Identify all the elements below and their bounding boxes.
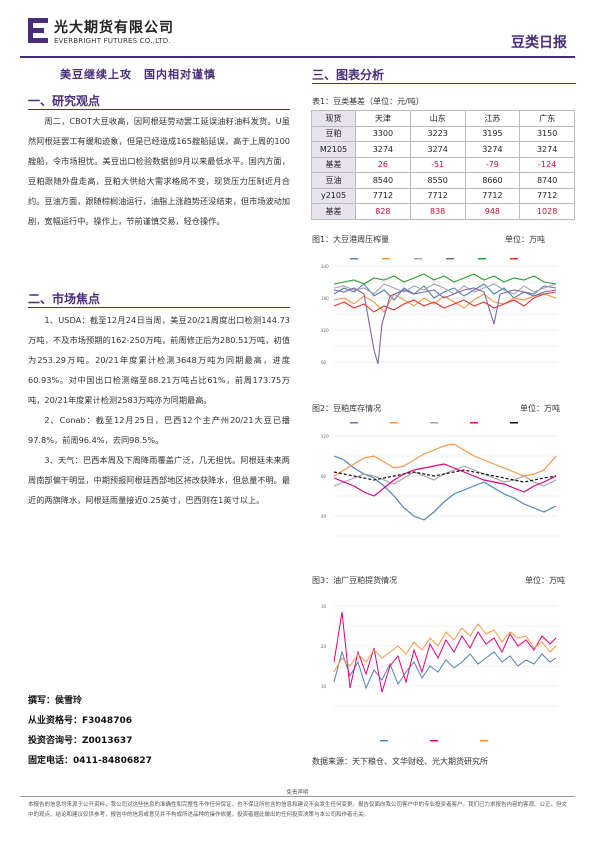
section-divider: [28, 109, 290, 110]
fig1-svg: 240 180 120 60: [320, 254, 562, 394]
table-row: 豆粕 3300 3223 3195 3150: [311, 125, 575, 142]
table-cell: 3274: [464, 141, 521, 158]
table-cell: 7712: [409, 187, 466, 204]
table-cell: 3300: [355, 125, 411, 142]
header-divider: [20, 56, 575, 58]
svg-text:180: 180: [321, 296, 329, 301]
table-cell: 豆粕: [311, 125, 356, 142]
table-cell: 3195: [464, 125, 521, 142]
table-cell: 8660: [464, 172, 521, 189]
fig3-chart: 30 20 10: [320, 592, 562, 750]
table-cell: 3274: [409, 141, 466, 158]
fig2-title: 图2：豆粕库存情况: [312, 404, 382, 413]
basis-table: 现货 天津 山东 江苏 广东 豆粕 3300 3223 3195 3150 M2…: [311, 110, 575, 220]
data-source-note: 数据来源：天下粮仓、文华财经、光大期货研究所: [312, 757, 488, 766]
table-cell: 基差: [311, 203, 356, 220]
table-row: y2105 7712 7712 7712 7712: [311, 187, 575, 204]
disclaimer-divider: [20, 796, 575, 797]
svg-text:240: 240: [321, 264, 329, 269]
table-cell: 8740: [519, 172, 575, 189]
table-cell: 7712: [355, 187, 411, 204]
qualification-number: 从业资格号：F3048706: [28, 716, 132, 726]
table-cell: 8540: [355, 172, 411, 189]
company-logo-icon: [28, 18, 48, 44]
table-cell: 948: [464, 203, 521, 220]
phone-number: 固定电话：0411-84806827: [28, 756, 152, 766]
fig2-chart: 120 80 40: [320, 416, 562, 566]
table-cell: 26: [355, 156, 411, 173]
section-divider: [312, 83, 576, 84]
section-market-title: 二、市场焦点: [28, 292, 101, 306]
report-headline: 美豆继续上攻 国内相对谨慎: [60, 68, 216, 81]
svg-text:10: 10: [321, 684, 327, 689]
disclaimer-title: 免责声明: [286, 790, 309, 796]
market-item: 2、Conab：截至12月25日，巴西12个主产州20/21大豆已播97.8%，…: [28, 415, 290, 445]
svg-text:80: 80: [321, 474, 327, 479]
company-name-cn: 光大期货有限公司: [54, 20, 174, 36]
svg-text:20: 20: [321, 644, 327, 649]
section-research-title: 一、研究观点: [28, 94, 101, 108]
table-row: 豆油 8540 8550 8660 8740: [311, 172, 575, 189]
company-name-en: EVERBRIGHT FUTURES CO.,LTD.: [54, 37, 171, 45]
table-cell: -51: [409, 156, 466, 173]
market-item: 3、天气：巴西本周及下周降雨覆盖广泛，几无担忧。阿根廷未来两周南部偏干明显，中期…: [28, 455, 291, 505]
table-title: 表1：豆类基差（单位：元/吨）: [312, 97, 424, 106]
table-cell: 3150: [519, 125, 575, 142]
table-row: 基差 26 -51 -79 -124: [311, 156, 575, 173]
table-cell: 7712: [464, 187, 521, 204]
svg-text:30: 30: [321, 604, 327, 609]
svg-text:120: 120: [321, 434, 329, 439]
table-cell: 3274: [355, 141, 411, 158]
table-header-row: 现货 天津 山东 江苏 广东: [311, 110, 575, 127]
table-cell: 3223: [409, 125, 466, 142]
fig1-chart: 240 180 120 60: [320, 254, 562, 394]
table-row: M2105 3274 3274 3274 3274: [311, 141, 575, 158]
table-cell: 基差: [311, 156, 356, 173]
table-cell: 3274: [519, 141, 575, 158]
fig2-unit: 单位：万吨: [520, 404, 560, 413]
table-header-cell: 现货: [311, 110, 356, 127]
fig3-unit: 单位：万吨: [525, 576, 565, 585]
fig1-unit: 单位：万吨: [505, 235, 545, 244]
report-type-title: 豆类日报: [511, 35, 567, 51]
table-cell: 豆油: [311, 172, 356, 189]
table-header-cell: 天津: [355, 110, 411, 127]
market-focus-list: 1、USDA：截至12月24日当周，美豆20/21周度出口检测144.73万吨，…: [28, 310, 290, 510]
svg-text:40: 40: [321, 514, 327, 519]
research-paragraph: 周二，CBOT大豆收高，因阿根廷劳动罢工延误油籽油料发货。U虽然阿根廷罢工有缓和…: [28, 111, 290, 231]
section-charts-title: 三、图表分析: [312, 68, 385, 82]
table-cell: -124: [519, 156, 575, 173]
market-item: 1、USDA：截至12月24日当周，美豆20/21周度出口检测144.73万吨，…: [28, 315, 290, 405]
table-header-cell: 山东: [409, 110, 466, 127]
table-header-cell: 广东: [519, 110, 575, 127]
research-body: 周二，CBOT大豆收高，因阿根廷劳动罢工延误油籽油料发货。U虽然阿根廷罢工有缓和…: [28, 116, 291, 226]
fig3-svg: 30 20 10: [320, 592, 562, 750]
svg-text:60: 60: [321, 360, 327, 365]
fig3-title: 图3：油厂豆粕提货情况: [312, 576, 398, 585]
table-row: 基差 828 838 948 1028: [311, 203, 575, 220]
table-cell: 8550: [409, 172, 466, 189]
table-cell: 828: [355, 203, 411, 220]
svg-text:120: 120: [321, 328, 329, 333]
table-cell: 838: [409, 203, 466, 220]
consult-number: 投资咨询号：Z0013637: [28, 736, 133, 746]
table-cell: y2105: [311, 187, 356, 204]
table-cell: 1028: [519, 203, 575, 220]
section-divider: [28, 307, 290, 308]
disclaimer-text: 本报告的信息均来源于公开资料，我公司对这些信息的准确性和完整性不作任何保证，也不…: [28, 802, 568, 818]
table-cell: 7712: [519, 187, 575, 204]
table-header-cell: 江苏: [464, 110, 521, 127]
table-cell: -79: [464, 156, 521, 173]
table-cell: M2105: [311, 141, 356, 158]
author: 撰写：侯雪玲: [28, 696, 83, 706]
fig1-title: 图1：大豆港周压榨量: [312, 235, 390, 244]
fig2-svg: 120 80 40: [320, 416, 562, 566]
